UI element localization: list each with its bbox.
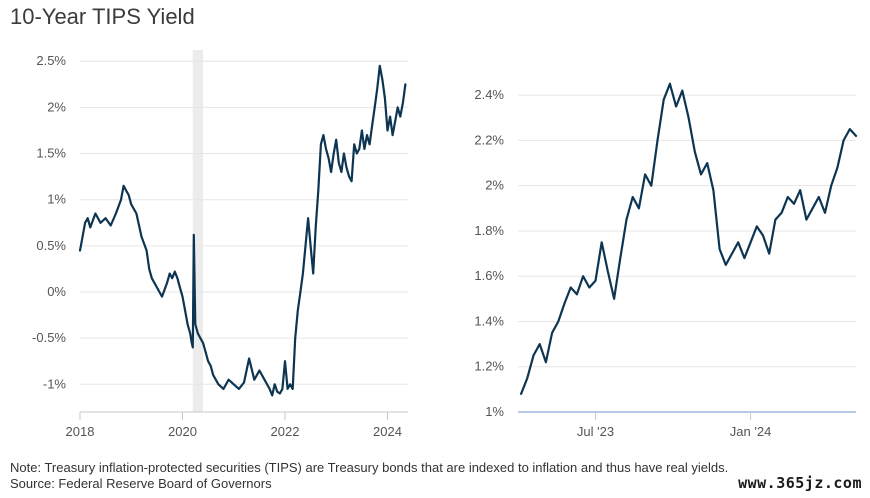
left-chart: 2.5% 2% 1.5% 1% 0.5% 0% -0.5% -1% 2018 2020 2022 20…	[32, 50, 408, 439]
y-tick-label: 1.8%	[474, 223, 504, 238]
chart-note: Note: Treasury inflation-protected secur…	[10, 460, 729, 475]
y-tick-label: 2.4%	[474, 87, 504, 102]
x-tick-label: 2018	[66, 424, 95, 439]
x-tick-label: Jul '23	[577, 424, 614, 439]
series-line	[78, 64, 407, 397]
y-tick-label: 2.2%	[474, 132, 504, 147]
right-chart: 2.4% 2.2% 2% 1.8% 1.6% 1.4% 1.2% 1% Jul '23 Jan '…	[474, 82, 858, 439]
y-tick-label: 0%	[47, 284, 66, 299]
series-line	[520, 82, 858, 395]
y-tick-label: -0.5%	[32, 330, 66, 345]
y-tick-label: -1%	[43, 376, 67, 391]
chart-source: Source: Federal Reserve Board of Governo…	[10, 476, 272, 491]
y-tick-label: 1.6%	[474, 268, 504, 283]
watermark: www.365jz.com	[738, 474, 862, 492]
y-tick-label: 1.2%	[474, 359, 504, 374]
x-tick-label: 2020	[168, 424, 197, 439]
y-tick-label: 1%	[47, 192, 66, 207]
y-tick-label: 1.5%	[36, 146, 66, 161]
shaded-region	[192, 50, 203, 412]
y-tick-label: 2%	[485, 178, 504, 193]
y-tick-label: 1.4%	[474, 313, 504, 328]
y-tick-label: 2.5%	[36, 53, 66, 68]
chart-title: 10-Year TIPS Yield	[10, 4, 195, 29]
x-tick-label: 2022	[271, 424, 300, 439]
charts-canvas: 2.5% 2% 1.5% 1% 0.5% 0% -0.5% -1% 2018 2020 2022 20…	[32, 50, 858, 439]
x-tick-label: 2024	[373, 424, 402, 439]
y-tick-label: 0.5%	[36, 238, 66, 253]
y-tick-label: 2%	[47, 99, 66, 114]
x-tick-label: Jan '24	[730, 424, 772, 439]
y-tick-label: 1%	[485, 404, 504, 419]
